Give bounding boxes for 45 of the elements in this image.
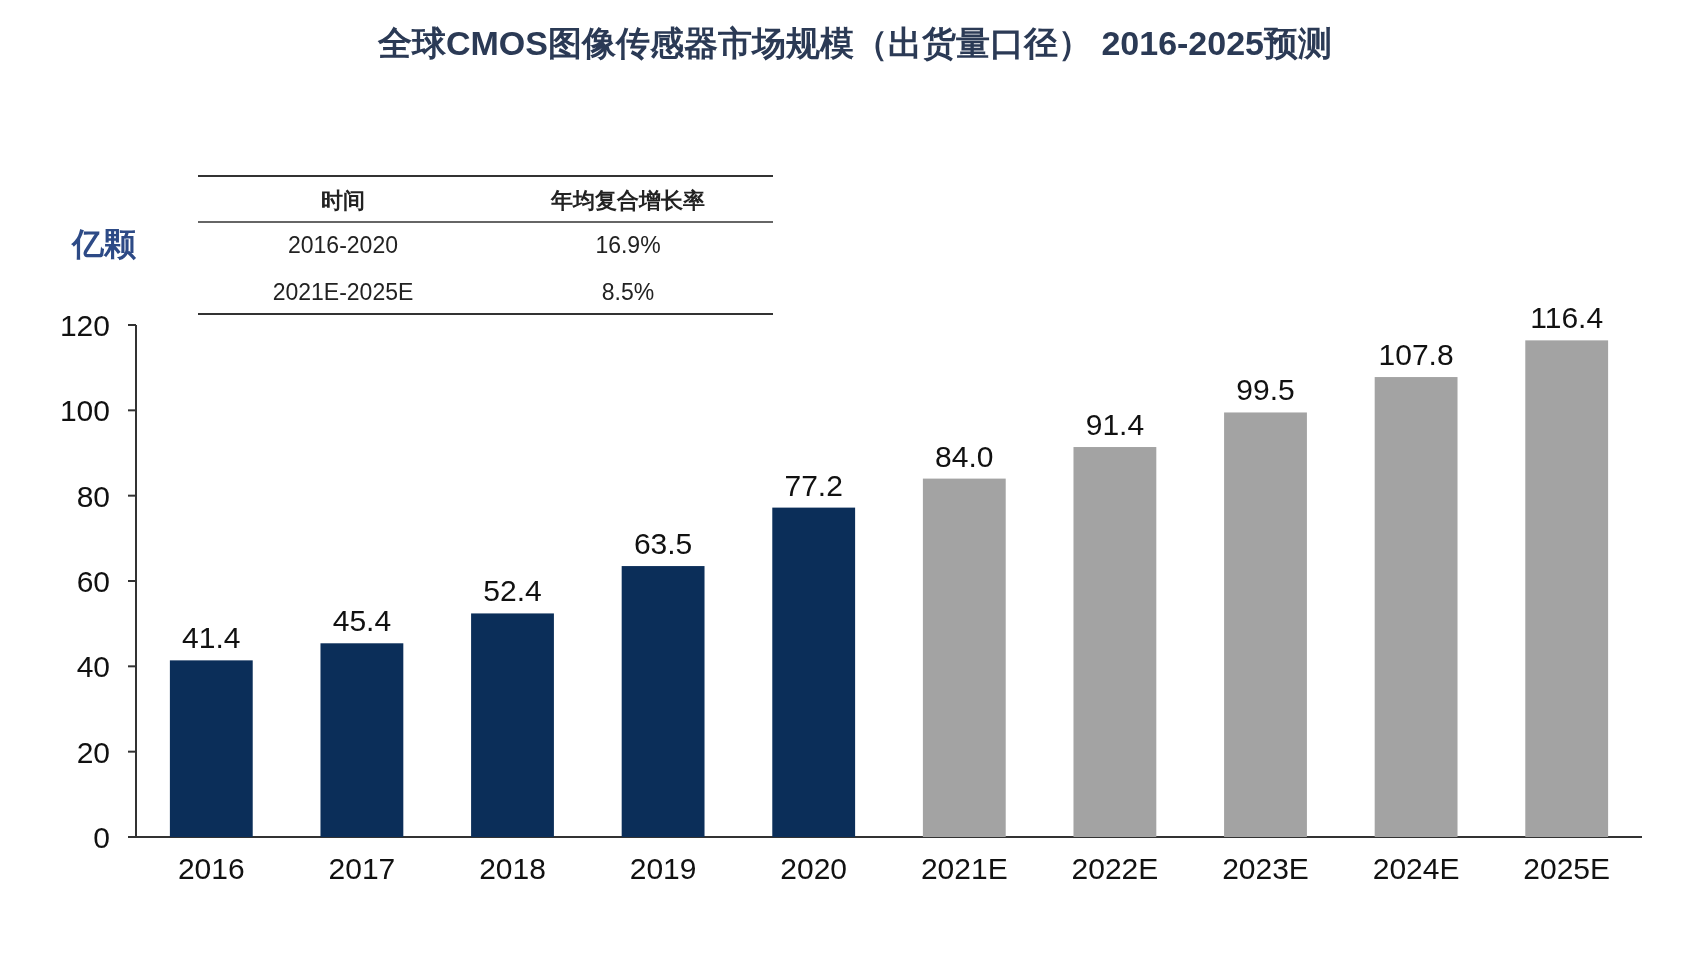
text: 8.5% <box>601 279 655 305</box>
y-tick-label: 80 <box>76 479 110 513</box>
y-tick-label: 0 <box>93 821 110 854</box>
chart-title: 全球CMOS图像传感器市场规模（出货量口径） 2016-2025预测 <box>376 24 1333 62</box>
bar <box>169 660 253 837</box>
text: 2016-2020 <box>288 232 398 258</box>
data-label: 91.4 <box>1085 408 1145 442</box>
bar <box>471 613 554 837</box>
x-tick-label: 2018 <box>479 852 546 885</box>
y-tick-label: 60 <box>76 565 110 598</box>
bar <box>922 478 1006 837</box>
text: 年均复合增长率 <box>550 188 705 213</box>
data-label: 116.4 <box>1530 301 1604 335</box>
y-tick-label: 20 <box>76 735 110 769</box>
y-axis-title: 亿颗 <box>70 226 137 262</box>
bar <box>1073 447 1157 837</box>
data-label: 63.5 <box>633 527 693 561</box>
x-tick-label: 2019 <box>629 852 697 885</box>
y-tick-label: 40 <box>76 650 110 684</box>
x-tick-label: 2024E <box>1372 852 1460 885</box>
x-tick-label: 2021E <box>920 852 1008 885</box>
x-tick-label: 2017 <box>328 852 396 885</box>
text: 16.9% <box>595 232 661 258</box>
y-tick-label: 120 <box>59 309 110 342</box>
x-tick-label: 2016 <box>177 852 245 885</box>
x-tick-label: 2025E <box>1523 852 1611 885</box>
bar <box>772 507 856 837</box>
bar <box>320 643 404 837</box>
y-tick-label: 100 <box>59 394 110 428</box>
data-label: 99.5 <box>1236 373 1295 407</box>
data-label: 52.4 <box>483 574 542 608</box>
bar <box>1224 412 1307 837</box>
data-label: 45.4 <box>332 604 392 638</box>
bar <box>1525 340 1609 837</box>
text: 时间 <box>321 188 365 213</box>
x-tick-label: 2020 <box>780 852 848 885</box>
data-label: 107.8 <box>1378 338 1454 372</box>
data-label: 77.2 <box>784 468 843 502</box>
data-label: 41.4 <box>182 621 241 655</box>
x-tick-label: 2023E <box>1222 852 1309 885</box>
data-label: 84.0 <box>935 439 994 473</box>
x-tick-label: 2022E <box>1071 852 1159 885</box>
bar <box>1374 377 1458 837</box>
text: 2021E-2025E <box>272 279 414 305</box>
bar <box>621 566 705 837</box>
